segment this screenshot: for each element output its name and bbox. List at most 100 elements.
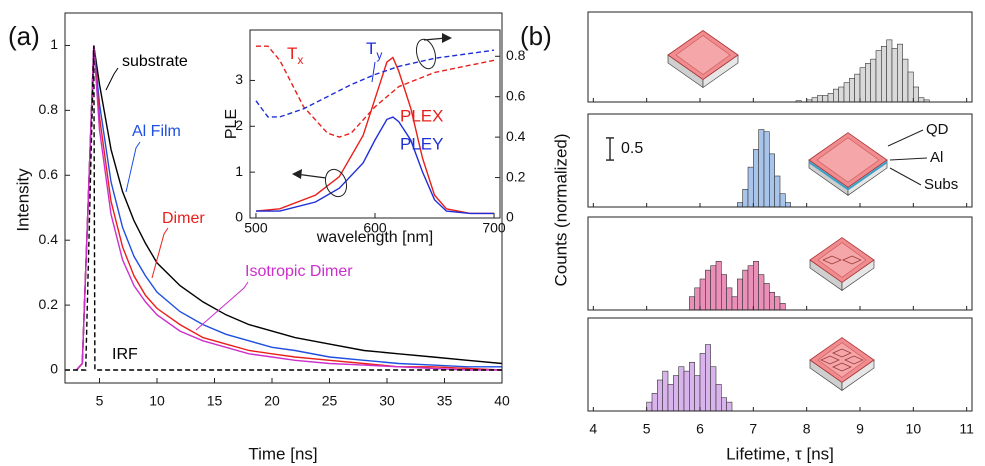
histogram-bar — [838, 86, 845, 103]
histogram-bar — [715, 260, 722, 311]
x-tick-label: 10 — [149, 393, 165, 409]
sample-icon — [809, 337, 875, 392]
histogram-bar — [747, 265, 754, 311]
series-label: PLEX — [400, 106, 443, 125]
icon-pad — [822, 255, 842, 265]
arrow-head — [442, 33, 452, 43]
leader-line — [371, 61, 376, 83]
inset-background — [250, 30, 500, 218]
leader-line — [887, 129, 924, 147]
histogram-bar — [827, 93, 834, 103]
x-axis-label: Time [ns] — [248, 444, 317, 463]
histogram-bar — [886, 39, 893, 103]
x-tick-label: 700 — [482, 220, 506, 236]
panel-label: (a) — [8, 21, 40, 51]
leader-line — [889, 157, 928, 161]
series-line — [255, 56, 494, 215]
histogram-bar — [779, 193, 786, 208]
y2-tick-label: 0.8 — [506, 47, 526, 63]
histogram-bar — [811, 97, 818, 103]
x-axis-label: Lifetime, τ [ns] — [726, 444, 834, 463]
histogram-bar — [646, 401, 653, 412]
histogram-bar — [689, 296, 695, 311]
x-tick-label: 5 — [643, 421, 651, 437]
histogram-bar — [678, 366, 685, 412]
panel-label: (b) — [520, 21, 552, 51]
y-tick-label: 0.4 — [39, 231, 59, 247]
sample-icon — [809, 237, 875, 292]
y2-tick-label: 0.6 — [506, 87, 526, 103]
x-tick-label: 8 — [803, 421, 811, 437]
histogram-bar — [737, 202, 743, 208]
histogram-bar — [726, 287, 733, 311]
histogram-bar — [667, 384, 674, 412]
histogram-bar — [817, 95, 823, 103]
y-axis-label: Intensity — [13, 168, 32, 232]
histogram-bar — [726, 401, 733, 412]
series-line — [256, 116, 494, 215]
sample-icon — [808, 132, 888, 196]
label-main: T — [366, 39, 376, 58]
x-tick-label: 5 — [96, 393, 104, 409]
icon-pad — [832, 362, 852, 372]
icon-pad — [842, 255, 862, 265]
histogram-bar — [694, 287, 701, 311]
icon-inner — [675, 35, 731, 75]
histogram-bar — [721, 397, 727, 412]
icon-inner — [817, 242, 867, 278]
histogram-bar — [891, 48, 898, 103]
x-tick-label: 11 — [959, 421, 974, 437]
icon-inner — [816, 137, 880, 183]
histogram-bar — [902, 58, 909, 103]
histogram-bar — [779, 303, 786, 311]
histogram-bar — [897, 43, 903, 103]
histogram-bar — [694, 375, 701, 412]
y-tick-label: 1 — [235, 163, 243, 179]
histogram-bar — [651, 392, 658, 412]
label-main: T — [287, 44, 297, 63]
sample-icon — [667, 30, 739, 89]
inset-y-label: PLE — [223, 109, 240, 139]
series-line — [75, 45, 502, 371]
histogram-bar — [705, 344, 711, 412]
histogram-bar — [918, 97, 925, 103]
plot-frame — [249, 29, 501, 219]
x-tick-label: 30 — [379, 393, 395, 409]
series-line — [256, 45, 495, 138]
plot-frame — [587, 216, 973, 311]
histogram-bar — [662, 370, 669, 412]
x-tick-label: 15 — [207, 393, 223, 409]
x-tick-label: 35 — [437, 393, 453, 409]
histogram-bar — [721, 274, 727, 311]
histogram-bar — [710, 265, 717, 311]
histogram-bar — [753, 149, 759, 208]
histogram-bar — [870, 58, 877, 103]
icon-al-layer — [808, 161, 888, 191]
histogram-bar — [881, 45, 887, 103]
x-tick-label: 600 — [363, 220, 387, 236]
histogram-bar — [737, 278, 743, 311]
series-label: substrate — [122, 53, 188, 70]
series-label: PLEY — [400, 134, 443, 153]
leader-line — [105, 67, 119, 91]
histogram-bar — [774, 175, 781, 208]
plot-frame — [64, 12, 503, 384]
y-tick-label: 0.2 — [39, 296, 59, 312]
x-tick-label: 500 — [244, 220, 268, 236]
histogram-bar — [769, 153, 775, 208]
histogram-bar — [833, 88, 839, 103]
x-tick-label: 40 — [494, 393, 510, 409]
histogram-bar — [774, 296, 781, 311]
histogram-bar — [705, 269, 711, 311]
histogram-bar — [785, 202, 791, 208]
layer-label: Subs — [924, 176, 958, 193]
label-sub: x — [297, 53, 303, 67]
series-label: Tx — [287, 44, 303, 67]
leader-line — [151, 227, 169, 279]
histogram-bar — [763, 131, 770, 208]
histogram-bar — [769, 291, 775, 311]
y2-tick-label: 0 — [506, 209, 514, 225]
histogram-bar — [822, 95, 829, 103]
histogram-bar — [699, 278, 706, 311]
plot-frame — [587, 317, 973, 412]
